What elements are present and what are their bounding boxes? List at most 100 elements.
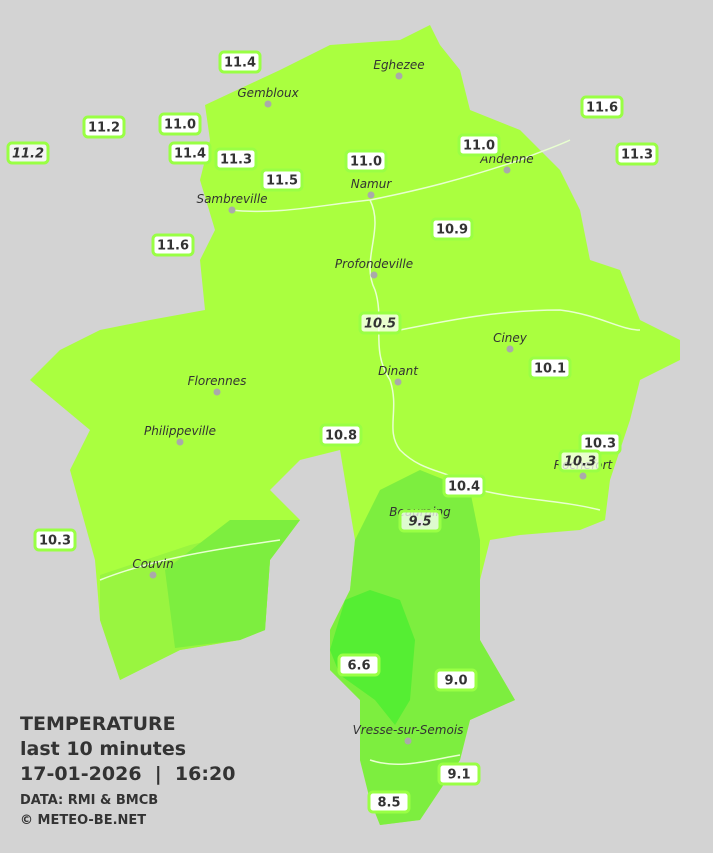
station-box <box>367 790 411 814</box>
legend: TEMPERATURE last 10 minutes 17-01-2026 |… <box>20 713 235 828</box>
station-box <box>528 356 572 380</box>
station-value: 11.6 <box>586 101 618 116</box>
station: 11.2 <box>82 115 126 139</box>
city-dot <box>228 206 236 214</box>
zone-south <box>330 470 515 825</box>
city-label: Gembloux <box>237 86 299 100</box>
city-label: Sambreville <box>196 192 267 206</box>
station-box <box>442 474 486 498</box>
station: 11.4 <box>168 141 212 165</box>
station-value: 10.4 <box>448 480 480 495</box>
station-value: 10.3 <box>39 534 71 549</box>
station: 11.6 <box>580 95 624 119</box>
city-dot <box>503 166 511 174</box>
station-value: 11.0 <box>350 155 382 170</box>
station-value: 10.1 <box>534 362 566 377</box>
station-box <box>398 509 442 533</box>
station: 10.3 <box>578 431 622 455</box>
station: 10.4 <box>442 474 486 498</box>
station-box <box>457 133 501 157</box>
rivers <box>99 139 641 766</box>
station-value: 10.5 <box>364 317 396 332</box>
station-value: 8.5 <box>377 796 400 811</box>
station-value: 11.6 <box>157 239 189 254</box>
station-box <box>344 149 388 173</box>
river-bocq <box>399 309 641 331</box>
city-label: Florennes <box>188 374 247 388</box>
city-dot <box>176 438 184 446</box>
station-value: 11.0 <box>164 118 196 133</box>
station-box <box>615 142 659 166</box>
station: 11.0 <box>457 133 501 157</box>
station-box <box>214 147 258 171</box>
station-value: 9.0 <box>444 674 467 689</box>
station-value: 10.9 <box>436 223 468 238</box>
legend-source: DATA: RMI & BMCB <box>20 793 158 808</box>
station: 11.4 <box>218 50 262 74</box>
station: 11.0 <box>344 149 388 173</box>
city-label: Vresse-sur-Semois <box>353 723 464 737</box>
station-value: 11.2 <box>88 121 120 136</box>
station-box <box>6 141 50 165</box>
station: 10.1 <box>528 356 572 380</box>
station: 10.3 <box>558 449 602 473</box>
station-box <box>558 449 602 473</box>
city-label: Namur <box>351 177 393 191</box>
station-box <box>430 217 474 241</box>
city-label: Dinant <box>378 364 419 378</box>
station: 11.2 <box>6 141 50 165</box>
station: 9.0 <box>434 668 478 692</box>
station: 11.3 <box>615 142 659 166</box>
city-label: Couvin <box>132 557 173 571</box>
river-lesse <box>479 489 601 511</box>
city-label: Eghezee <box>373 58 424 72</box>
city-dot <box>149 571 157 579</box>
river-eau-noire <box>99 539 281 581</box>
city-dot <box>394 378 402 386</box>
station: 11.5 <box>260 168 304 192</box>
station-value: 11.3 <box>621 148 653 163</box>
city-dot <box>370 271 378 279</box>
station-box <box>337 653 381 677</box>
station-box <box>151 233 195 257</box>
station-box <box>158 112 202 136</box>
station-box <box>358 311 402 335</box>
city-label: Philippeville <box>144 424 216 438</box>
station: 11.6 <box>151 233 195 257</box>
station-box <box>580 95 624 119</box>
station-value: 10.3 <box>584 437 616 452</box>
legend-copyright: © METEO-BE.NET <box>20 813 146 828</box>
city-dot <box>506 345 514 353</box>
station-value: 6.6 <box>347 659 370 674</box>
station: 10.3 <box>33 528 77 552</box>
legend-datetime: 17-01-2026 | 16:20 <box>20 763 235 785</box>
station: 11.0 <box>158 112 202 136</box>
station-box <box>434 668 478 692</box>
city-dot <box>579 472 587 480</box>
zone-southwest-dark <box>165 520 300 648</box>
station-box <box>319 423 363 447</box>
river-semois <box>369 754 461 766</box>
legend-title: TEMPERATURE <box>20 713 176 735</box>
city-dot <box>395 72 403 80</box>
station-value: 9.1 <box>447 768 470 783</box>
station-box <box>260 168 304 192</box>
station-value: 10.8 <box>325 429 357 444</box>
station-value: 11.2 <box>12 147 44 162</box>
station: 8.5 <box>367 790 411 814</box>
station-value: 11.4 <box>174 147 206 162</box>
city-dot <box>264 100 272 108</box>
station: 6.6 <box>337 653 381 677</box>
station-value: 9.5 <box>408 515 431 530</box>
station-box <box>168 141 212 165</box>
city-dot <box>213 388 221 396</box>
station-value: 11.0 <box>463 139 495 154</box>
legend-period: last 10 minutes <box>20 738 186 760</box>
city-label: Ciney <box>493 331 528 345</box>
city-label: Profondeville <box>335 257 413 271</box>
station-box <box>437 762 481 786</box>
station: 10.8 <box>319 423 363 447</box>
station-value: 11.3 <box>220 153 252 168</box>
station-value: 11.4 <box>224 56 256 71</box>
